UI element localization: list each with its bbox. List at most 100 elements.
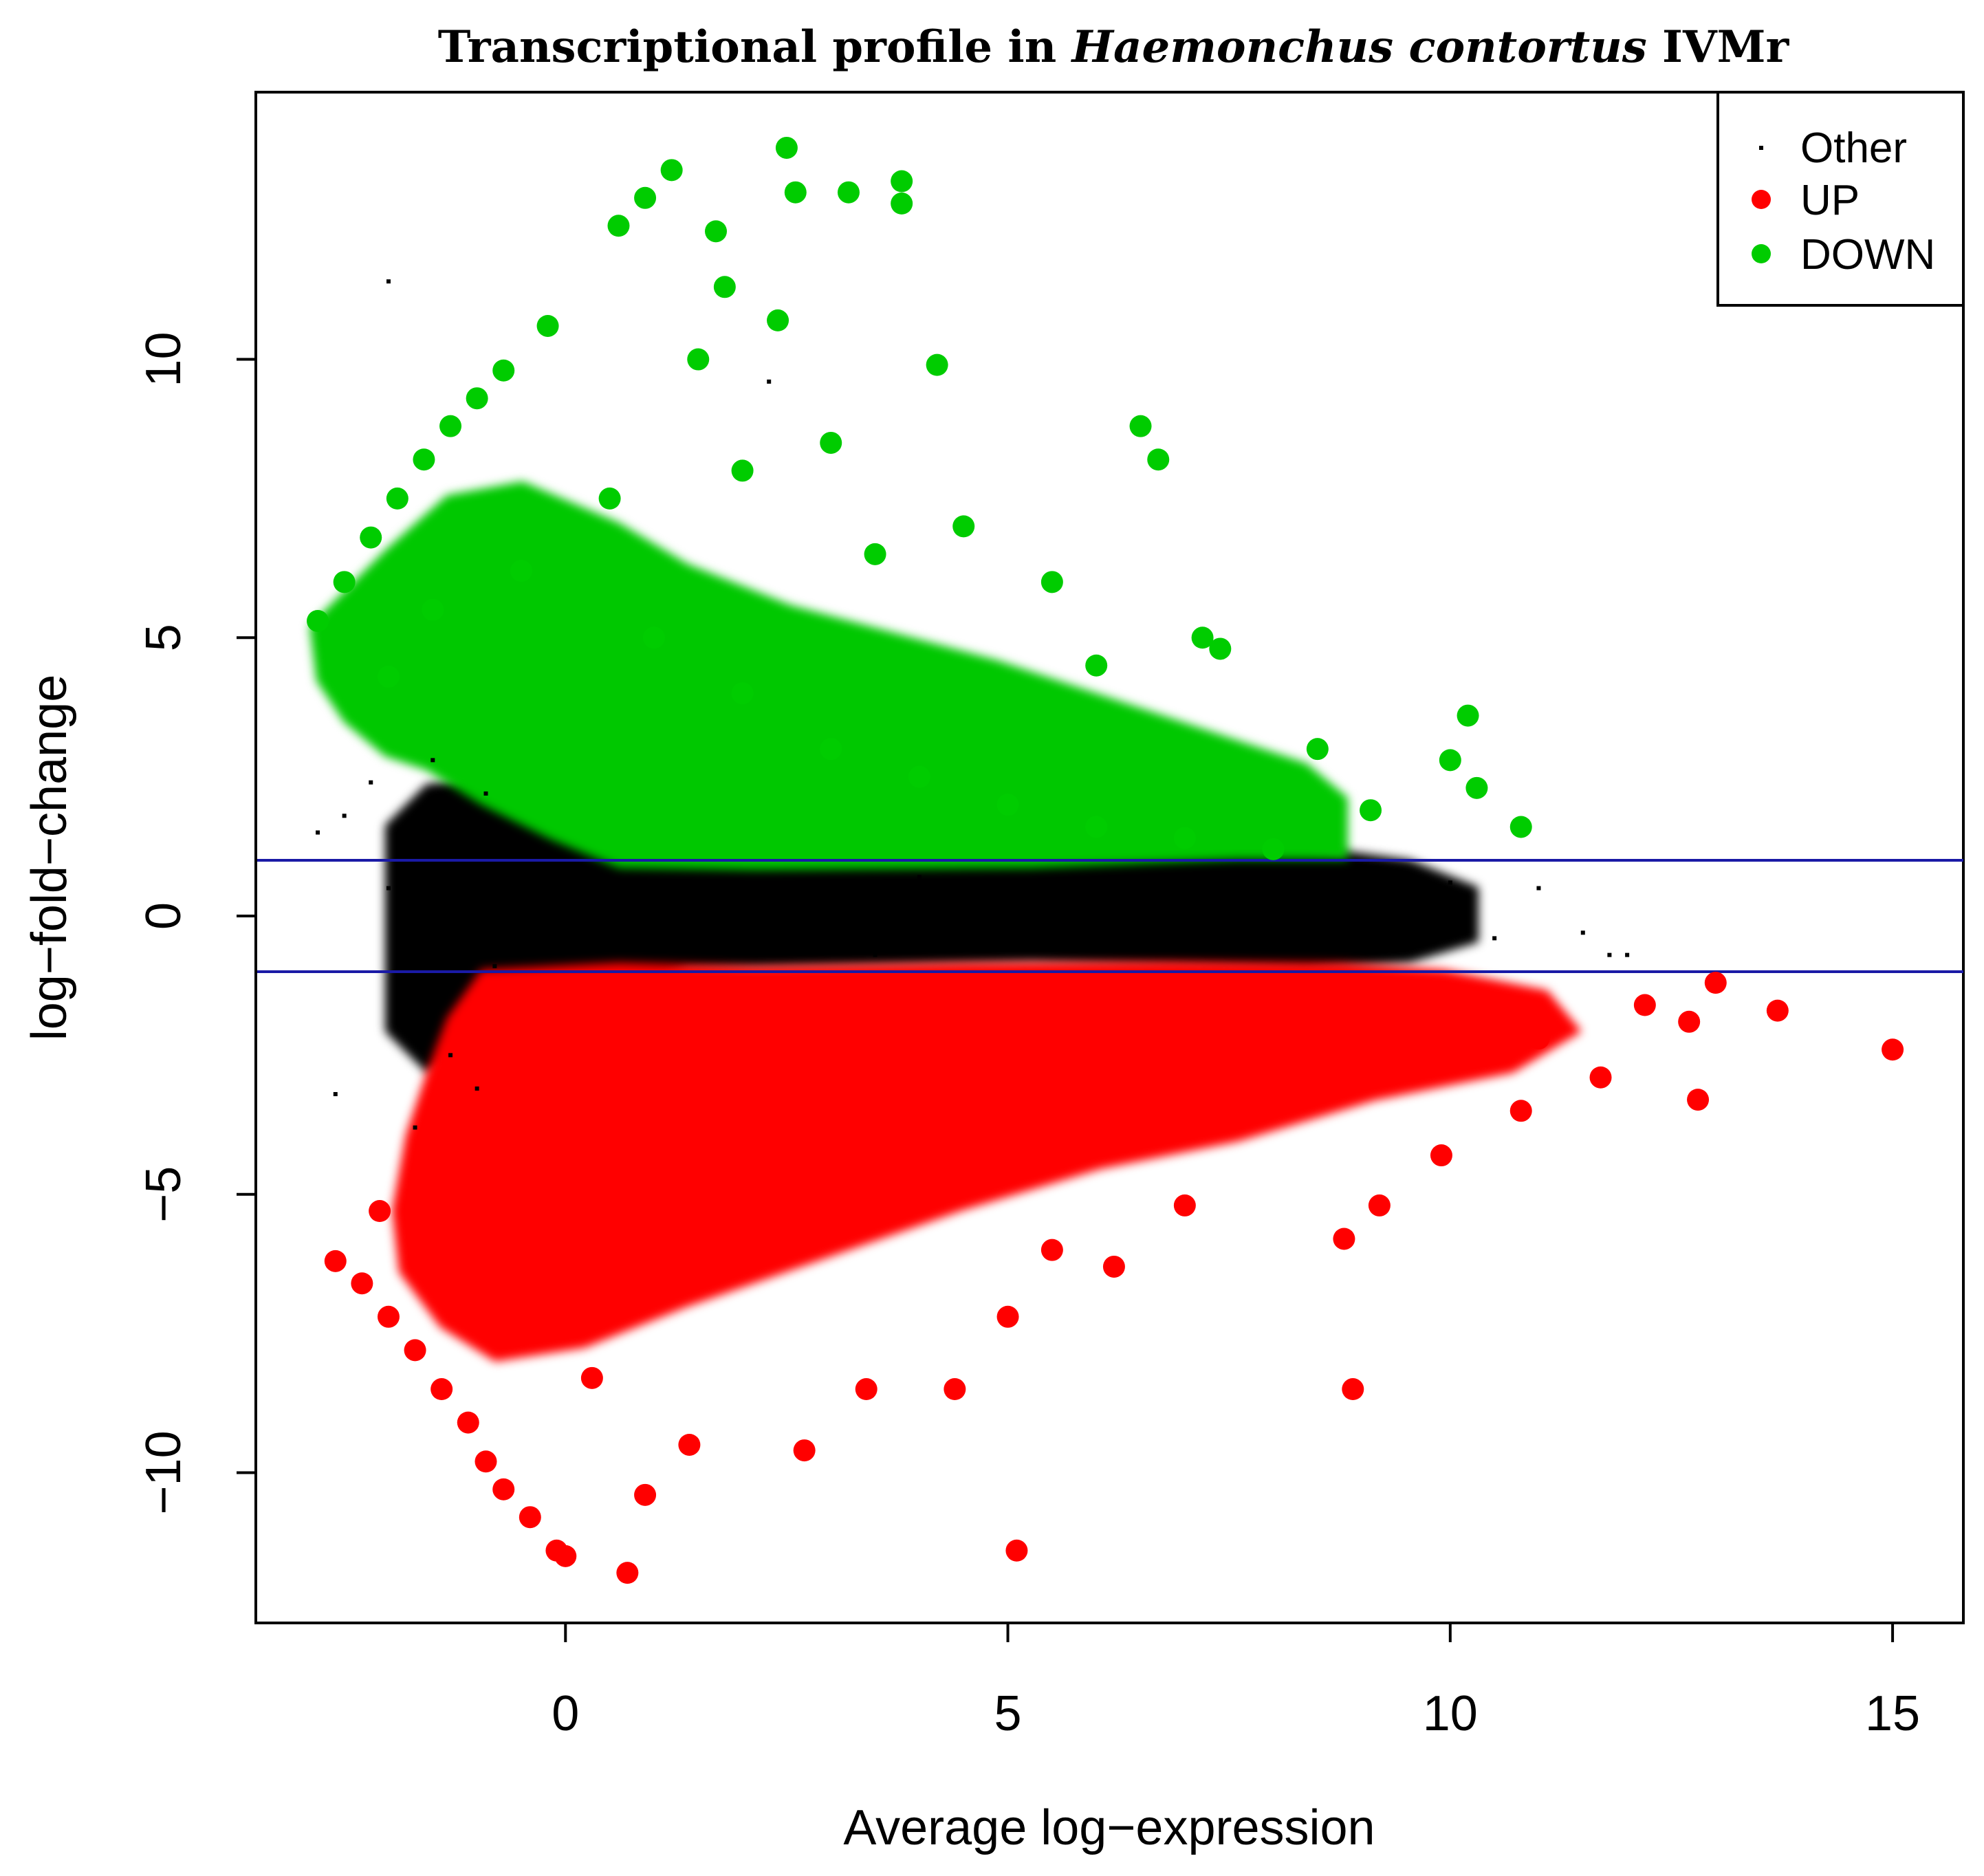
point-other	[1094, 886, 1099, 891]
point-other	[1049, 947, 1054, 952]
point-up	[944, 1378, 966, 1401]
point-up	[1766, 999, 1789, 1022]
point-up	[1262, 1016, 1285, 1038]
y-tick-label: −10	[136, 1430, 191, 1514]
legend-marker-other	[1759, 146, 1763, 150]
point-up	[1633, 994, 1656, 1016]
point-up	[1040, 1239, 1063, 1261]
point-up	[1439, 988, 1461, 1011]
chart-title-suffix: IVMr	[1647, 21, 1790, 73]
y-axis-label: log−fold−change	[22, 675, 77, 1040]
point-other	[1404, 941, 1408, 946]
point-down	[731, 459, 754, 482]
point-other	[342, 814, 347, 818]
point-other	[316, 830, 320, 835]
point-other	[607, 947, 612, 952]
point-up	[1102, 1255, 1125, 1278]
point-up	[554, 1545, 577, 1567]
point-up	[855, 1378, 877, 1401]
up-cloud	[392, 961, 1582, 1362]
point-down	[1457, 704, 1479, 727]
point-up	[1704, 972, 1727, 994]
y-tick-label: 10	[136, 331, 191, 386]
point-other	[448, 1053, 453, 1058]
legend-item-other: Other	[1759, 124, 1907, 172]
point-down	[820, 431, 842, 454]
point-other	[589, 886, 594, 891]
chart-title-species: Haemonchus contortus	[1071, 21, 1647, 73]
point-other	[483, 791, 488, 796]
point-up	[793, 1439, 816, 1462]
point-other	[404, 947, 408, 952]
y-tick-label: −5	[136, 1166, 191, 1223]
point-up	[1430, 1144, 1452, 1167]
x-axis: 0 5 10 15	[552, 1622, 1920, 1741]
point-down	[1209, 637, 1232, 660]
point-other	[492, 963, 497, 968]
point-up	[448, 1228, 470, 1250]
point-down	[704, 220, 727, 243]
point-other	[457, 836, 461, 840]
point-up	[1005, 1539, 1028, 1562]
point-other	[1360, 897, 1364, 902]
chart-title: Transcriptional profile in Haemonchus co…	[438, 21, 1790, 73]
point-down	[1360, 799, 1382, 822]
point-other	[767, 379, 772, 384]
x-tick-label: 5	[994, 1686, 1022, 1741]
legend-marker-down	[1752, 244, 1771, 263]
point-up	[1527, 1027, 1550, 1050]
point-down	[952, 515, 975, 538]
point-down	[536, 314, 559, 337]
point-down	[377, 665, 400, 688]
point-down	[466, 387, 488, 410]
point-down	[775, 136, 798, 159]
series-other	[316, 279, 1630, 1130]
point-up	[1173, 1194, 1196, 1217]
point-up	[430, 1378, 453, 1401]
point-up	[820, 1211, 842, 1234]
point-up	[1085, 1071, 1108, 1094]
x-axis-label: Average log−expression	[843, 1800, 1375, 1855]
point-up	[1342, 1378, 1364, 1401]
point-other	[501, 880, 506, 885]
point-other	[1005, 902, 1010, 907]
point-other	[1227, 941, 1232, 946]
point-down	[634, 186, 657, 209]
point-down	[1085, 816, 1108, 838]
point-other	[536, 869, 541, 874]
point-down	[510, 560, 532, 582]
x-tick-label: 0	[552, 1686, 579, 1741]
point-down	[598, 487, 621, 510]
point-up	[1589, 1066, 1612, 1089]
legend-label-down: DOWN	[1800, 231, 1935, 279]
point-other	[1138, 930, 1143, 935]
point-up	[324, 1250, 347, 1272]
point-other	[369, 780, 373, 785]
y-tick-label: 0	[136, 902, 191, 930]
point-up	[616, 1562, 639, 1584]
point-up	[501, 1289, 524, 1311]
point-down	[307, 609, 329, 632]
point-other	[413, 1125, 417, 1130]
point-down	[820, 738, 842, 761]
point-up	[1678, 1010, 1701, 1033]
point-other	[873, 952, 877, 957]
point-down	[492, 359, 515, 382]
point-down	[1439, 749, 1461, 772]
point-down	[386, 487, 408, 510]
point-down	[1173, 827, 1196, 849]
point-up	[492, 1478, 515, 1501]
point-other	[1271, 891, 1276, 896]
point-other	[333, 1092, 338, 1097]
point-up	[377, 1305, 400, 1328]
point-down	[926, 353, 948, 376]
point-up	[731, 1071, 754, 1094]
point-up	[1368, 1194, 1391, 1217]
point-down	[767, 309, 789, 331]
point-other	[386, 279, 391, 284]
point-down	[713, 276, 736, 298]
point-up	[642, 1127, 665, 1150]
point-down	[837, 181, 860, 204]
point-up	[413, 1150, 435, 1172]
legend-item-down: DOWN	[1752, 231, 1935, 279]
